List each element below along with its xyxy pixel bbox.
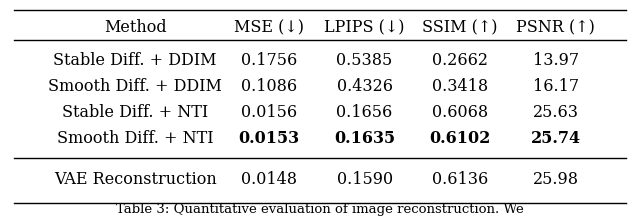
Text: 0.1656: 0.1656 bbox=[337, 104, 393, 121]
Text: 13.97: 13.97 bbox=[532, 51, 579, 69]
Text: Smooth Diff. + DDIM: Smooth Diff. + DDIM bbox=[48, 78, 222, 95]
Text: SSIM (↑): SSIM (↑) bbox=[422, 19, 498, 36]
Text: Smooth Diff. + NTI: Smooth Diff. + NTI bbox=[57, 130, 214, 147]
Text: 0.1756: 0.1756 bbox=[241, 51, 297, 69]
Text: Table 3: Quantitative evaluation of image reconstruction. We: Table 3: Quantitative evaluation of imag… bbox=[116, 204, 524, 216]
Text: 0.2662: 0.2662 bbox=[432, 51, 488, 69]
Text: LPIPS (↓): LPIPS (↓) bbox=[324, 19, 405, 36]
Text: VAE Reconstruction: VAE Reconstruction bbox=[54, 171, 216, 188]
Text: Stable Diff. + DDIM: Stable Diff. + DDIM bbox=[54, 51, 217, 69]
Text: 0.0156: 0.0156 bbox=[241, 104, 297, 121]
Text: Method: Method bbox=[104, 19, 166, 36]
Text: 0.1086: 0.1086 bbox=[241, 78, 297, 95]
Text: 0.1635: 0.1635 bbox=[334, 130, 395, 147]
Text: 0.0153: 0.0153 bbox=[239, 130, 300, 147]
Text: 25.63: 25.63 bbox=[532, 104, 579, 121]
Text: 0.1590: 0.1590 bbox=[337, 171, 393, 188]
Text: 0.3418: 0.3418 bbox=[432, 78, 488, 95]
Text: 25.98: 25.98 bbox=[532, 171, 579, 188]
Text: 0.4326: 0.4326 bbox=[337, 78, 392, 95]
Text: 0.6068: 0.6068 bbox=[432, 104, 488, 121]
Text: 0.0148: 0.0148 bbox=[241, 171, 297, 188]
Text: 0.6102: 0.6102 bbox=[429, 130, 491, 147]
Text: 16.17: 16.17 bbox=[532, 78, 579, 95]
Text: 0.6136: 0.6136 bbox=[432, 171, 488, 188]
Text: 25.74: 25.74 bbox=[531, 130, 581, 147]
Text: Stable Diff. + NTI: Stable Diff. + NTI bbox=[62, 104, 209, 121]
Text: 0.5385: 0.5385 bbox=[337, 51, 393, 69]
Text: MSE (↓): MSE (↓) bbox=[234, 19, 304, 36]
Text: PSNR (↑): PSNR (↑) bbox=[516, 19, 595, 36]
